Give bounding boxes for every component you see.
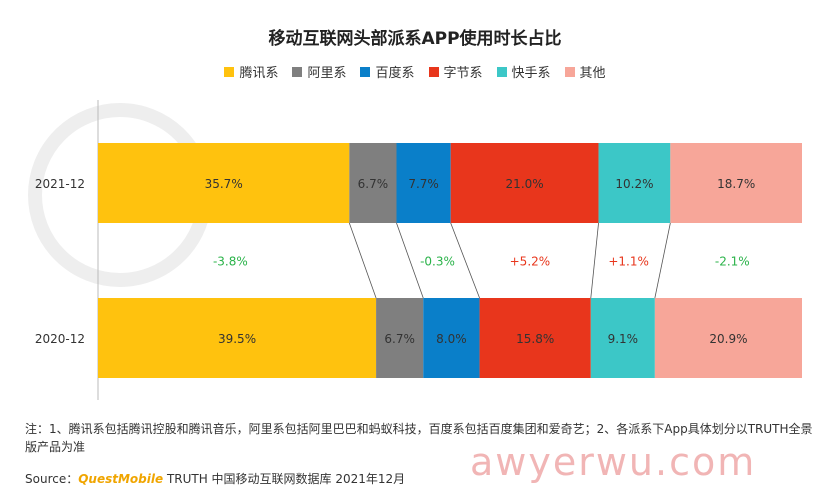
connector-line bbox=[654, 222, 671, 299]
legend-swatch bbox=[292, 66, 303, 77]
legend-item: 百度系 bbox=[360, 62, 415, 81]
legend-item: 字节系 bbox=[428, 62, 483, 81]
chart-title: 移动互联网头部派系APP使用时长占比 bbox=[268, 29, 562, 49]
value-label: 15.8% bbox=[516, 332, 554, 346]
value-label: 9.1% bbox=[608, 332, 639, 346]
category-label: 2020-12 bbox=[35, 332, 85, 346]
change-label: +1.1% bbox=[608, 255, 649, 269]
legend-label: 腾讯系 bbox=[239, 66, 279, 81]
bar-segment bbox=[423, 298, 480, 378]
value-label: 10.2% bbox=[615, 177, 653, 191]
bar-segment bbox=[98, 298, 377, 378]
bar-segment bbox=[450, 143, 599, 223]
bar-segment bbox=[98, 143, 350, 223]
bar-segment bbox=[349, 143, 397, 223]
change-label: -3.8% bbox=[213, 255, 248, 269]
change-label: +5.2% bbox=[510, 255, 551, 269]
bar-segment bbox=[598, 143, 671, 223]
bar-segment bbox=[396, 143, 451, 223]
value-label: 39.5% bbox=[218, 332, 256, 346]
legend-label: 其他 bbox=[579, 66, 606, 81]
legend-swatch bbox=[224, 66, 235, 77]
watermark: awyerwu.com bbox=[470, 440, 757, 484]
bar-segment bbox=[654, 298, 802, 378]
bar-segment bbox=[670, 143, 802, 223]
source-line: Source：QuestMobile TRUTH 中国移动互联网数据库 2021… bbox=[25, 470, 405, 487]
change-label: -0.3% bbox=[420, 255, 455, 269]
value-label: 6.7% bbox=[384, 332, 415, 346]
bar-segment bbox=[590, 298, 655, 378]
value-label: 7.7% bbox=[408, 177, 439, 191]
source-rest: TRUTH 中国移动互联网数据库 2021年12月 bbox=[163, 472, 406, 486]
change-label: -2.1% bbox=[715, 255, 750, 269]
bar-segment bbox=[479, 298, 591, 378]
value-label: 18.7% bbox=[717, 177, 755, 191]
legend-label: 字节系 bbox=[443, 66, 483, 81]
legend-swatch bbox=[564, 66, 575, 77]
legend-item: 快手系 bbox=[496, 62, 551, 81]
source-prefix: Source： bbox=[25, 472, 79, 486]
legend-swatch bbox=[428, 66, 439, 77]
legend-item: 腾讯系 bbox=[224, 62, 278, 81]
bar-segment bbox=[376, 298, 424, 378]
legend-item: 其他 bbox=[564, 62, 606, 81]
value-label: 8.0% bbox=[436, 332, 467, 346]
category-label: 2021-12 bbox=[35, 177, 85, 191]
value-label: 6.7% bbox=[358, 177, 389, 191]
connector-line bbox=[450, 222, 480, 299]
connector-line bbox=[590, 222, 599, 299]
legend-label: 百度系 bbox=[375, 66, 415, 81]
value-label: 20.9% bbox=[709, 332, 747, 346]
connector-line bbox=[348, 222, 377, 299]
legend-item: 阿里系 bbox=[292, 62, 346, 81]
legend-label: 阿里系 bbox=[307, 66, 347, 81]
legend: 腾讯系 阿里系 百度系 字节系 快手系 其他 bbox=[0, 62, 830, 81]
value-label: 35.7% bbox=[205, 177, 243, 191]
footnote: 注：1、腾讯系包括腾讯控股和腾讯音乐，阿里系包括阿里巴巴和蚂蚁科技，百度系包括百… bbox=[25, 422, 813, 454]
connector-line bbox=[396, 222, 424, 299]
legend-swatch bbox=[360, 66, 371, 77]
legend-swatch bbox=[496, 66, 507, 77]
legend-label: 快手系 bbox=[511, 66, 551, 81]
source-brand: QuestMobile bbox=[78, 472, 164, 486]
value-label: 21.0% bbox=[506, 177, 544, 191]
